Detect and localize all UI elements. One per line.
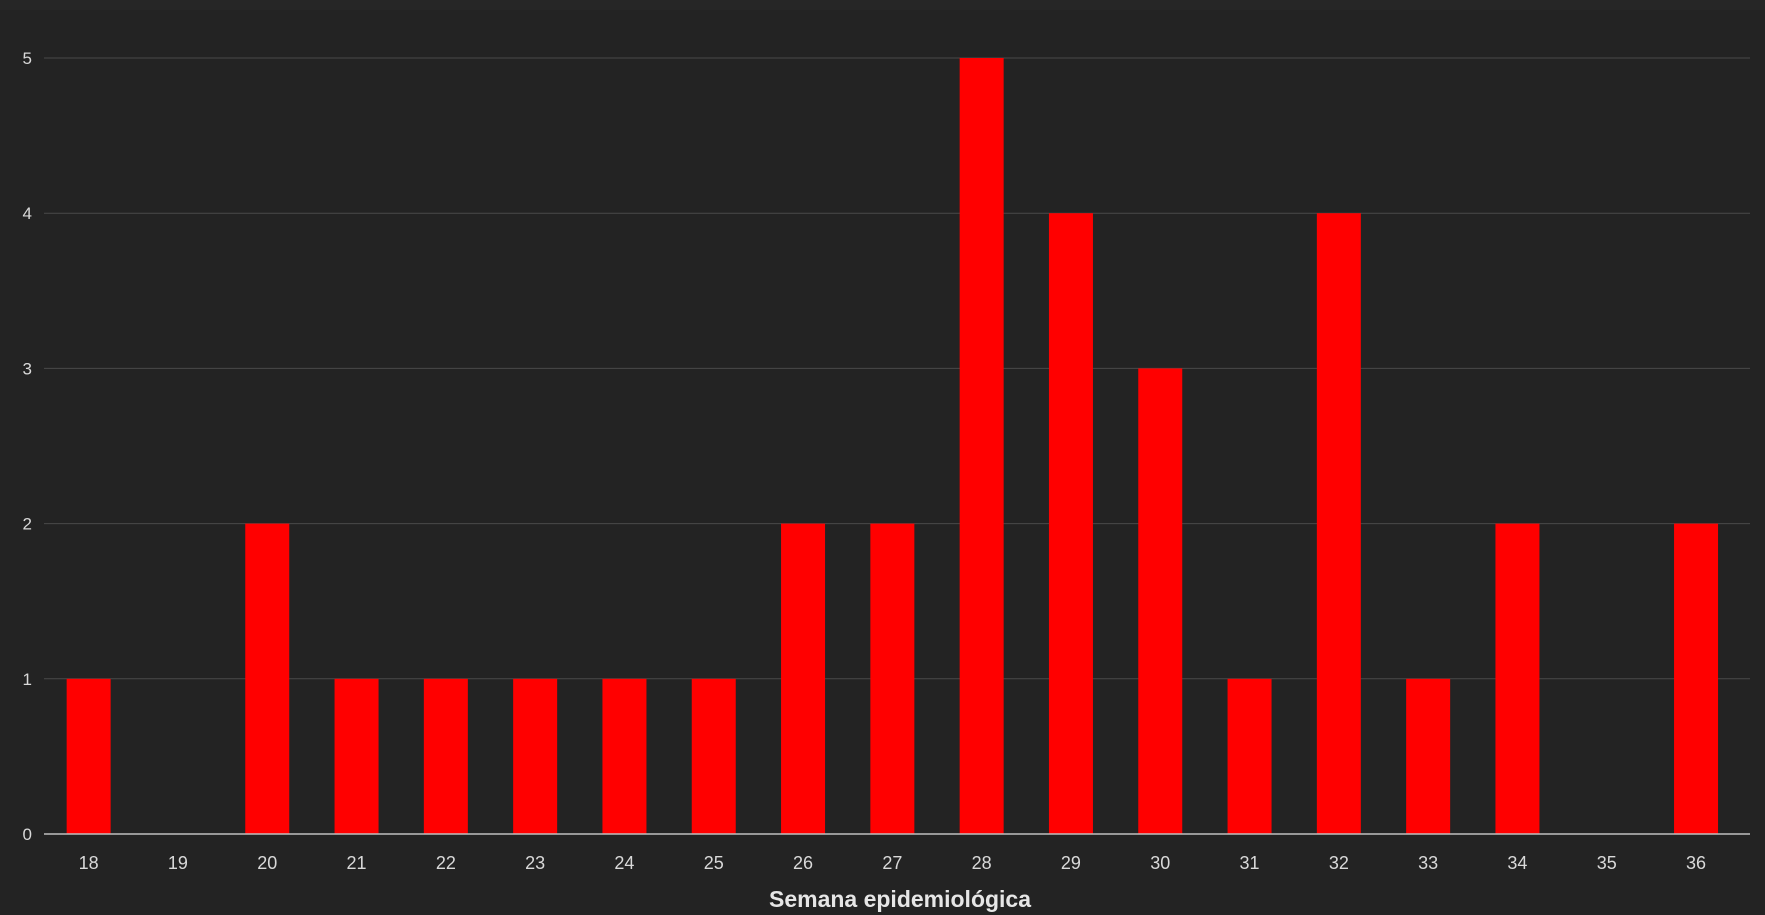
bar-week-24 (602, 678, 647, 834)
y-tick-label: 2 (23, 515, 32, 534)
x-tick-label: 28 (972, 853, 992, 873)
x-tick-label: 31 (1240, 853, 1260, 873)
bar-week-34 (1495, 523, 1540, 834)
x-tick-label: 26 (793, 853, 813, 873)
bar-week-25 (691, 678, 736, 834)
bar-week-27 (870, 523, 915, 834)
y-tick-label: 5 (23, 49, 32, 68)
x-tick-label: 22 (436, 853, 456, 873)
y-tick-label: 1 (23, 670, 32, 689)
x-tick-label: 18 (79, 853, 99, 873)
y-axis-ticks: 0 1 2 3 4 5 (23, 49, 32, 844)
x-tick-label: 20 (257, 853, 277, 873)
x-tick-label: 21 (347, 853, 367, 873)
bars (66, 58, 1719, 834)
x-tick-label: 27 (882, 853, 902, 873)
bar-week-18 (66, 678, 111, 834)
bar-week-21 (334, 678, 379, 834)
x-tick-label: 33 (1418, 853, 1438, 873)
x-tick-label: 32 (1329, 853, 1349, 873)
bar-week-29 (1048, 213, 1093, 834)
bar-week-22 (423, 678, 468, 834)
bar-week-31 (1227, 678, 1272, 834)
bar-week-28 (959, 58, 1004, 834)
bar-week-33 (1406, 678, 1451, 834)
x-tick-label: 34 (1507, 853, 1527, 873)
x-tick-label: 30 (1150, 853, 1170, 873)
bar-week-32 (1316, 213, 1361, 834)
bar-week-26 (781, 523, 826, 834)
y-tick-label: 3 (23, 359, 32, 378)
x-tick-label: 24 (614, 853, 634, 873)
x-tick-label: 25 (704, 853, 724, 873)
y-tick-label: 0 (23, 825, 32, 844)
x-axis-ticks: 18 19 20 21 22 23 24 25 26 27 28 29 30 31 32 33 34 35 36 (79, 853, 1706, 873)
x-tick-label: 29 (1061, 853, 1081, 873)
x-tick-label: 35 (1597, 853, 1617, 873)
y-tick-label: 4 (23, 204, 32, 223)
bar-week-30 (1138, 368, 1183, 834)
x-axis-title: Semana epidemiológica (769, 886, 1031, 912)
bar-week-23 (513, 678, 558, 834)
x-tick-label: 23 (525, 853, 545, 873)
bar-week-36 (1674, 523, 1719, 834)
x-tick-label: 36 (1686, 853, 1706, 873)
bar-week-20 (245, 523, 290, 834)
x-tick-label: 19 (168, 853, 188, 873)
